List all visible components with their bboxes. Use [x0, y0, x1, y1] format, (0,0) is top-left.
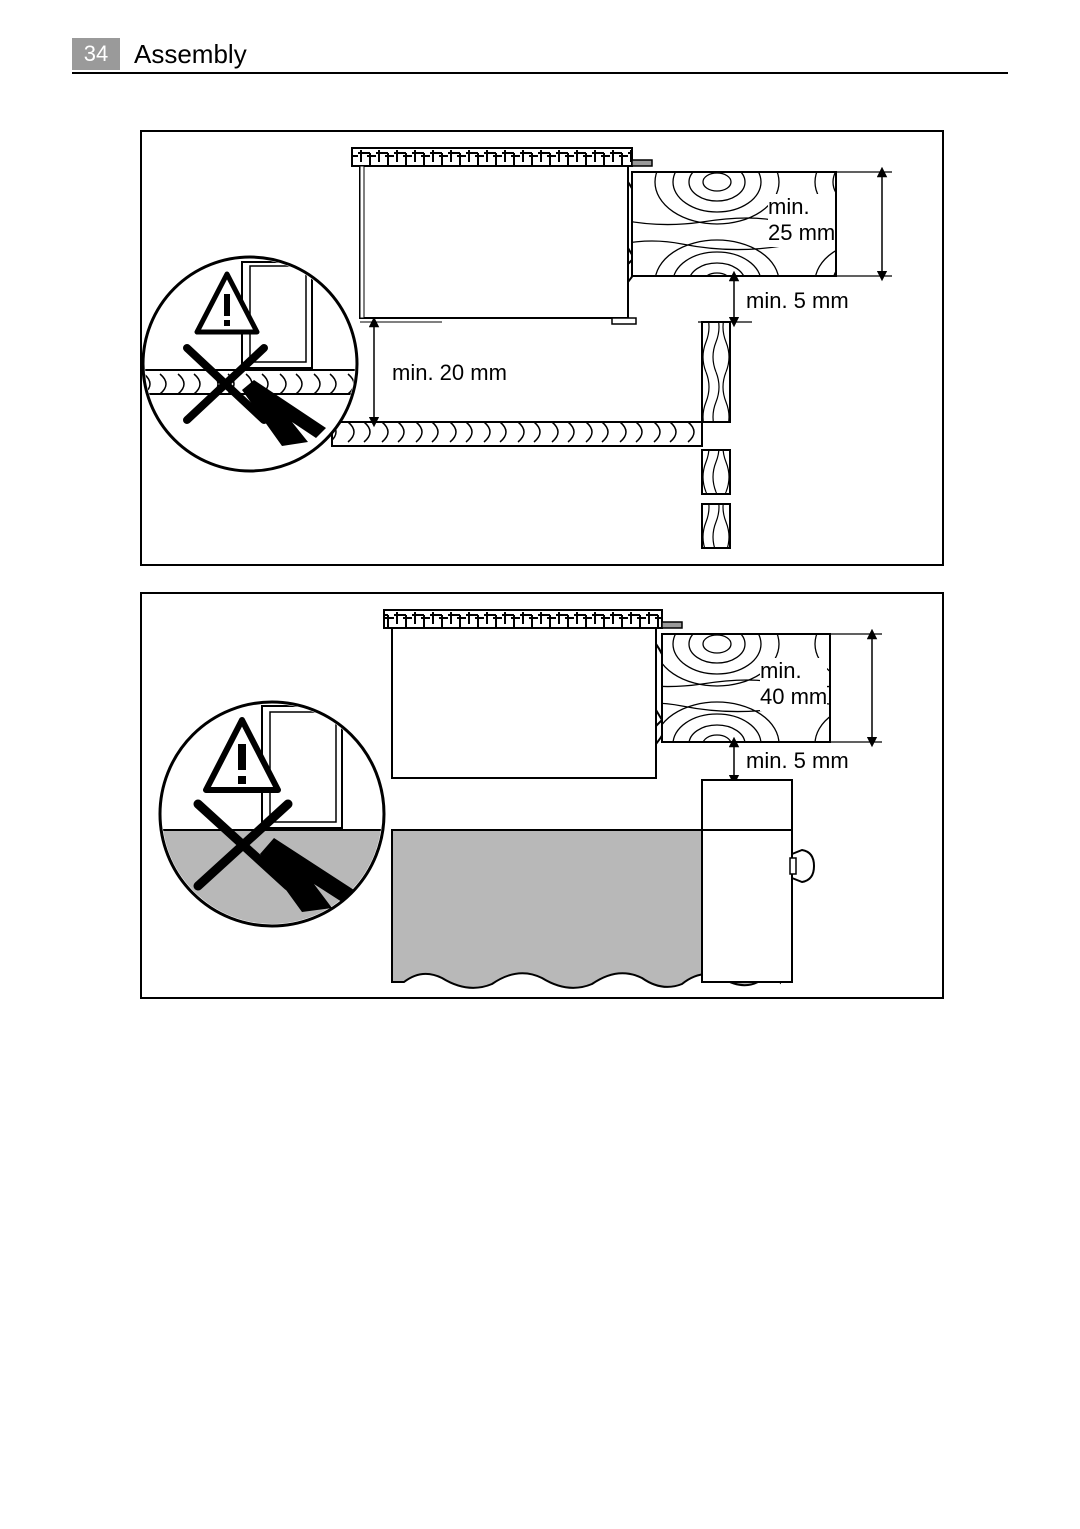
dim-min5: min. 5 mm [746, 288, 849, 314]
assembly-diagram-oven [142, 594, 942, 997]
diagram-panel-top: min. 25 mm min. 5 mm min. 20 mm [140, 130, 944, 566]
dim-min5-b: min. 5 mm [746, 748, 849, 774]
dim-min40-line2: 40 mm [760, 684, 827, 709]
page-number-badge: 34 [72, 38, 120, 70]
oven-knob-icon [790, 850, 814, 882]
dim-min25-line2: 25 mm [768, 220, 835, 245]
dim-min20: min. 20 mm [392, 360, 507, 386]
dim-min40-line1: min. [760, 658, 802, 683]
warning-badge [160, 702, 384, 926]
section-title: Assembly [134, 39, 247, 70]
dim-min25-line1: min. [768, 194, 810, 219]
diagram-panel-bottom: min. 40 mm min. 5 mm [140, 592, 944, 999]
warning-badge [142, 257, 358, 471]
page-header: 34 Assembly [72, 36, 1008, 74]
